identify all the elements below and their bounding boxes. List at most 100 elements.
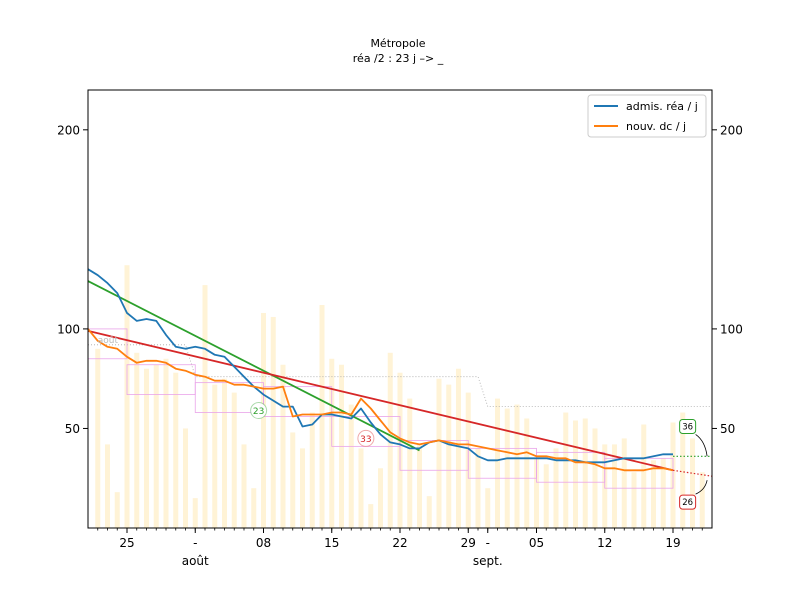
daily-bar <box>280 364 286 528</box>
daily-bar <box>144 368 149 528</box>
y-tick-label-right: 100 <box>720 322 743 336</box>
daily-bar <box>495 398 500 528</box>
daily-bar <box>358 448 364 528</box>
daily-bar <box>436 378 442 528</box>
daily-bar <box>114 492 120 528</box>
chart-title: Métropole <box>370 37 425 50</box>
annotation-marker <box>250 402 268 420</box>
daily-bar <box>612 444 617 528</box>
trend-line <box>87 330 674 472</box>
daily-bar <box>348 404 354 528</box>
daily-bar <box>690 438 695 528</box>
trend-line <box>672 469 713 477</box>
chart-subtitle: réa /2 : 23 j –> _ <box>353 52 444 65</box>
daily-bar <box>192 498 198 528</box>
x-month-label: sept. <box>473 554 503 568</box>
daily-bar <box>387 352 393 528</box>
daily-bar <box>573 420 578 528</box>
weekly-box <box>126 364 196 396</box>
daily-bar <box>270 316 276 528</box>
daily-bar <box>563 412 569 528</box>
x-tick-label: 19 <box>665 536 680 550</box>
daily-bar <box>553 448 559 528</box>
x-tick-label: 25 <box>119 536 134 550</box>
legend: admis. réa / j nouv. dc / j <box>587 94 707 138</box>
daily-bar <box>241 444 247 528</box>
daily-bar <box>261 312 266 528</box>
y-tick-label-right: 50 <box>720 422 735 436</box>
daily-bar <box>504 408 510 528</box>
annotation-label: août <box>98 336 119 346</box>
daily-bar <box>456 368 461 528</box>
series-line <box>87 268 673 464</box>
annotation-label: 26 <box>682 498 693 508</box>
daily-bar <box>582 418 588 528</box>
x-tick-label: - <box>486 536 490 550</box>
trend-line <box>87 280 420 452</box>
daily-bar <box>407 398 413 528</box>
x-tick-label: 29 <box>461 536 476 550</box>
daily-bar <box>124 265 130 528</box>
daily-bar <box>641 424 647 528</box>
x-tick-label: 08 <box>256 536 271 550</box>
daily-bar <box>485 488 491 528</box>
daily-bar <box>475 448 481 528</box>
x-tick-label: 12 <box>597 536 612 550</box>
reference-layer <box>88 344 712 408</box>
daily-bar <box>631 472 637 528</box>
trend-layer <box>87 280 713 477</box>
daily-bar <box>202 285 208 528</box>
daily-bar <box>699 472 705 528</box>
annotation-marker <box>357 429 375 447</box>
annotation-marker <box>679 494 697 510</box>
daily-bar <box>446 384 452 528</box>
x-tick-label: 22 <box>392 536 407 550</box>
x-tick-label: 05 <box>529 536 544 550</box>
daily-bar <box>534 458 539 528</box>
daily-bar <box>368 504 374 528</box>
daily-bar <box>680 412 686 528</box>
daily-bar <box>309 412 315 528</box>
daily-bar <box>290 432 296 528</box>
daily-bar <box>153 364 159 528</box>
daily-bar <box>105 444 110 528</box>
daily-bar <box>300 448 305 528</box>
annotation-label: 36 <box>682 422 693 432</box>
annotation-marker <box>679 418 697 434</box>
daily-bar <box>251 488 257 528</box>
daily-bar <box>163 358 169 528</box>
daily-bar <box>543 464 549 528</box>
daily-bar <box>134 352 140 528</box>
x-tick-label: - <box>193 536 197 550</box>
daily-bar <box>524 418 530 528</box>
annotation-label: 33 <box>360 435 371 445</box>
daily-bar <box>592 428 598 528</box>
daily-bar <box>378 468 383 528</box>
legend-label-0: admis. réa / j <box>626 100 698 113</box>
y-tick-label-left: 100 <box>57 322 80 336</box>
y-axis: 50 50 100 100 200 200 <box>57 123 743 436</box>
reference-line <box>88 344 712 408</box>
annotation-arrow <box>695 480 708 495</box>
y-tick-label-left: 50 <box>65 422 80 436</box>
series-layer <box>87 268 674 472</box>
daily-bar <box>212 384 218 528</box>
daily-bar <box>173 372 179 528</box>
daily-bar <box>95 348 101 528</box>
y-tick-label-left: 200 <box>57 123 80 137</box>
daily-bar <box>660 458 666 528</box>
annotation-layer: août 23 33 36 26 <box>98 336 708 510</box>
daily-bar <box>621 438 627 528</box>
x-tick-label: 15 <box>324 536 339 550</box>
daily-bar <box>222 378 227 528</box>
x-month-label: août <box>182 554 209 568</box>
daily-bar <box>231 392 237 528</box>
annotation-label: 23 <box>253 407 264 417</box>
y-tick-label-right: 200 <box>720 123 743 137</box>
weekly-box-layer <box>87 328 674 489</box>
daily-bar <box>417 444 422 528</box>
daily-bar <box>183 428 188 528</box>
series-line <box>87 328 674 472</box>
daily-bar <box>514 404 520 528</box>
